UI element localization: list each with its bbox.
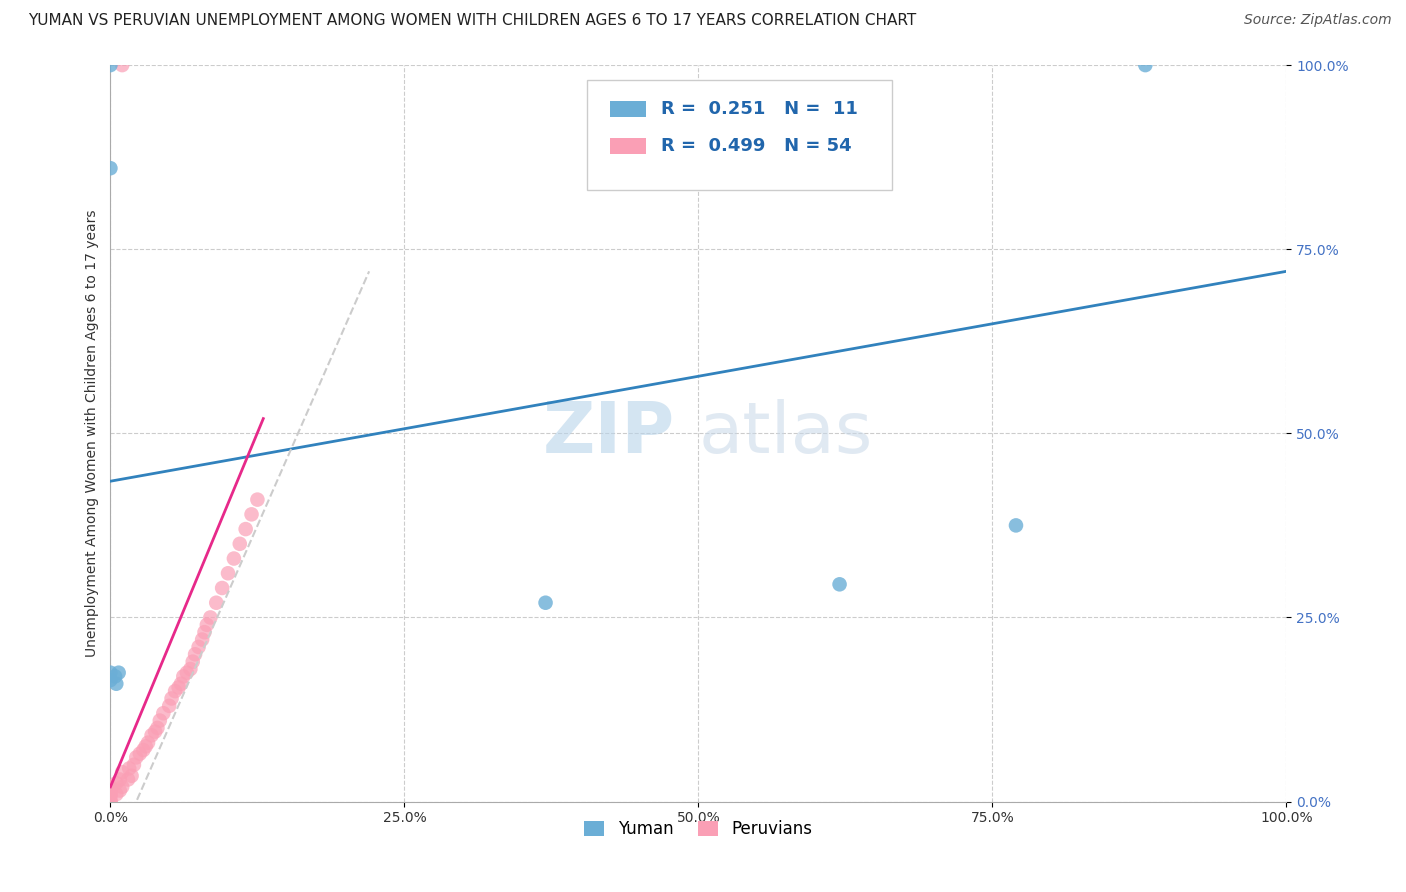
Point (111, 765, 134, 780)
Point (105, 677, 128, 691)
Point (100, 673, 122, 687)
Point (191, 632, 214, 647)
Point (105, 776, 128, 790)
Point (195, 617, 218, 632)
Point (222, 551, 245, 566)
Point (118, 761, 141, 775)
Point (1005, 518, 1028, 533)
Point (152, 706, 174, 721)
Point (172, 669, 194, 683)
Point (108, 772, 131, 787)
FancyBboxPatch shape (610, 101, 647, 118)
Point (136, 736, 159, 750)
FancyBboxPatch shape (586, 79, 893, 190)
Point (170, 677, 193, 691)
Point (100, 795, 122, 809)
Point (100, 781, 122, 796)
Point (205, 596, 228, 610)
Text: ZIP: ZIP (543, 399, 675, 467)
Point (1135, 58, 1157, 72)
Point (100, 786, 122, 800)
Point (135, 739, 157, 754)
Point (184, 647, 207, 661)
Point (121, 769, 143, 783)
Point (107, 665, 129, 680)
Text: YUMAN VS PERUVIAN UNEMPLOYMENT AMONG WOMEN WITH CHILDREN AGES 6 TO 17 YEARS CORR: YUMAN VS PERUVIAN UNEMPLOYMENT AMONG WOM… (28, 13, 917, 29)
Point (246, 492, 269, 507)
Point (200, 610, 222, 624)
Point (100, 780, 122, 794)
Point (125, 750, 148, 764)
Point (105, 787, 128, 801)
Point (128, 747, 150, 761)
Point (100, 790, 122, 805)
Point (149, 714, 172, 728)
Point (534, 596, 557, 610)
Point (100, 789, 122, 803)
Point (160, 691, 183, 706)
Point (229, 537, 252, 551)
Legend: Yuman, Peruvians: Yuman, Peruvians (578, 814, 820, 845)
Point (157, 698, 180, 713)
Point (167, 681, 190, 695)
Y-axis label: Unemployment Among Women with Children Ages 6 to 17 years: Unemployment Among Women with Children A… (86, 210, 100, 657)
FancyBboxPatch shape (610, 138, 647, 154)
Point (165, 684, 187, 698)
Point (117, 772, 139, 787)
Point (100, 787, 122, 801)
Point (100, 665, 122, 680)
Point (111, 58, 134, 72)
Point (100, 58, 122, 72)
Point (828, 577, 851, 591)
Point (104, 669, 127, 683)
Point (100, 161, 122, 176)
Text: R =  0.251   N =  11: R = 0.251 N = 11 (661, 100, 858, 119)
Point (100, 795, 122, 809)
Point (179, 662, 201, 676)
Text: R =  0.499   N = 54: R = 0.499 N = 54 (661, 137, 851, 155)
Point (146, 721, 169, 735)
Point (100, 783, 122, 797)
Point (132, 743, 155, 757)
Point (235, 522, 257, 536)
Point (143, 724, 166, 739)
Point (240, 508, 263, 522)
Point (176, 665, 198, 680)
Point (187, 640, 209, 654)
Point (111, 780, 134, 794)
Point (100, 795, 122, 809)
Point (211, 581, 233, 595)
Point (193, 625, 215, 640)
Point (141, 728, 163, 742)
Point (108, 783, 131, 797)
Text: Source: ZipAtlas.com: Source: ZipAtlas.com (1244, 13, 1392, 28)
Point (122, 757, 145, 772)
Text: atlas: atlas (699, 399, 873, 467)
Point (181, 655, 204, 669)
Point (217, 566, 239, 581)
